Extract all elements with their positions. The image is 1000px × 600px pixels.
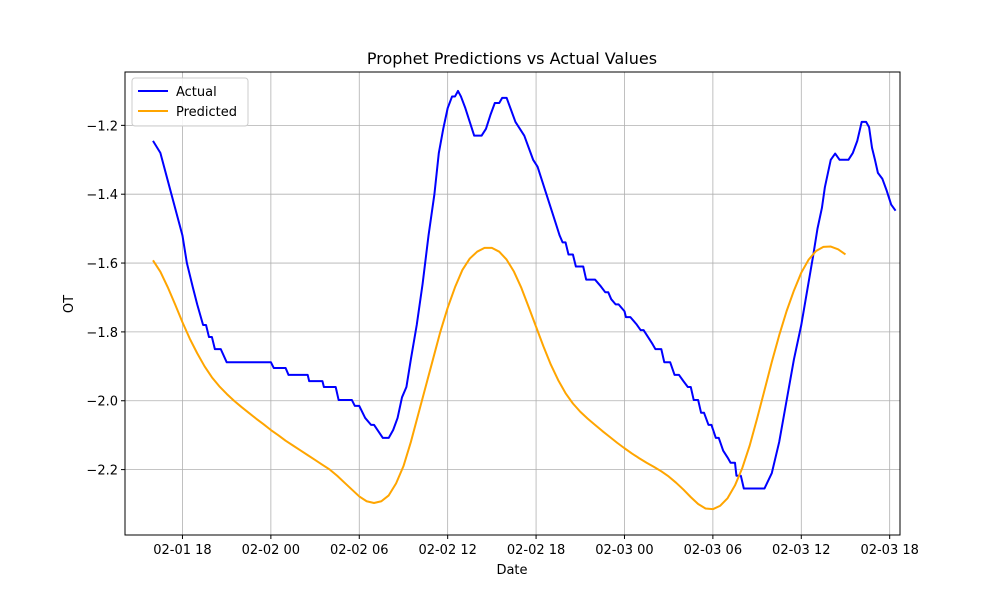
chart-title: Prophet Predictions vs Actual Values xyxy=(367,49,657,68)
x-tick-label: 02-03 00 xyxy=(595,543,653,558)
y-tick-label: −2.0 xyxy=(86,395,118,410)
x-tick-label: 02-02 18 xyxy=(507,543,565,558)
grid xyxy=(125,72,900,535)
x-tick-label: 02-01 18 xyxy=(153,543,211,558)
legend-label-actual: Actual xyxy=(176,85,217,100)
x-tick-label: 02-02 06 xyxy=(330,543,388,558)
y-tick-label: −1.2 xyxy=(86,119,118,134)
x-tick-label: 02-03 18 xyxy=(860,543,918,558)
legend: Actual Predicted xyxy=(131,77,249,127)
y-tick-label: −1.8 xyxy=(86,326,118,341)
x-tick-label: 02-03 12 xyxy=(772,543,830,558)
x-tick-label: 02-02 00 xyxy=(242,543,300,558)
y-axis-title: OT xyxy=(62,295,77,313)
y-tick-label: −2.2 xyxy=(86,464,118,479)
y-tick-label: −1.6 xyxy=(86,257,118,272)
x-tick-label: 02-02 12 xyxy=(418,543,476,558)
y-axis: −2.2 −2.0 −1.8 −1.6 −1.4 −1.2 xyxy=(86,119,125,479)
x-tick-label: 02-03 06 xyxy=(684,543,742,558)
x-axis-title: Date xyxy=(496,563,527,578)
series-line-actual xyxy=(152,89,897,490)
series-layer xyxy=(152,89,897,511)
x-axis: 02-01 18 02-02 00 02-02 06 02-02 12 02-02 18… xyxy=(153,535,919,558)
legend-label-predicted: Predicted xyxy=(176,105,237,120)
plot-frame xyxy=(124,71,901,536)
y-tick-label: −1.4 xyxy=(86,188,118,203)
series-line-predicted xyxy=(152,245,847,511)
